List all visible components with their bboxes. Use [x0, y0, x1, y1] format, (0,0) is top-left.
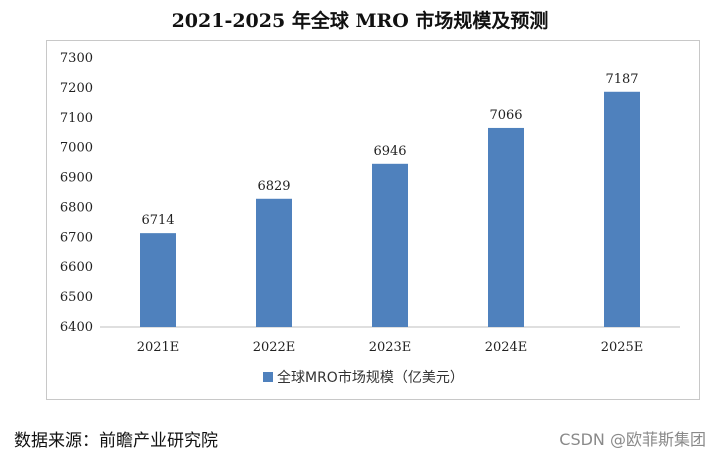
x-tick-label: 2021E	[137, 340, 180, 355]
y-tick-label: 6700	[60, 230, 93, 245]
y-tick-label: 6800	[60, 200, 93, 215]
y-tick-label: 7000	[60, 141, 93, 156]
y-tick-label: 6600	[60, 260, 93, 275]
y-tick-label: 7100	[60, 111, 93, 126]
y-tick-label: 7200	[60, 81, 93, 96]
chart-frame	[46, 40, 700, 400]
bar	[372, 163, 408, 327]
y-tick-label: 6500	[60, 290, 93, 305]
x-tick-label: 2024E	[485, 340, 528, 355]
data-label: 6714	[141, 213, 174, 228]
x-tick-label: 2022E	[253, 340, 296, 355]
data-label: 7187	[605, 72, 638, 87]
bar	[488, 127, 524, 327]
legend-label: 全球MRO市场规模（亿美元）	[277, 369, 464, 386]
watermark: CSDN @欧菲斯集团	[559, 430, 706, 449]
x-tick-label: 2025E	[601, 340, 644, 355]
bar	[604, 91, 640, 327]
chart-title: 2021-2025 年全球 MRO 市场规模及预测	[171, 10, 549, 32]
bar	[140, 233, 176, 327]
y-tick-label: 6900	[60, 171, 93, 186]
legend-swatch	[263, 372, 273, 382]
y-tick-label: 6400	[60, 320, 93, 335]
bar	[256, 198, 292, 327]
x-tick-label: 2023E	[369, 340, 412, 355]
data-label: 6946	[373, 144, 406, 159]
data-source: 数据来源：前瞻产业研究院	[14, 431, 218, 451]
data-label: 7066	[489, 108, 522, 123]
data-label: 6829	[257, 179, 290, 194]
y-tick-label: 7300	[60, 51, 93, 66]
